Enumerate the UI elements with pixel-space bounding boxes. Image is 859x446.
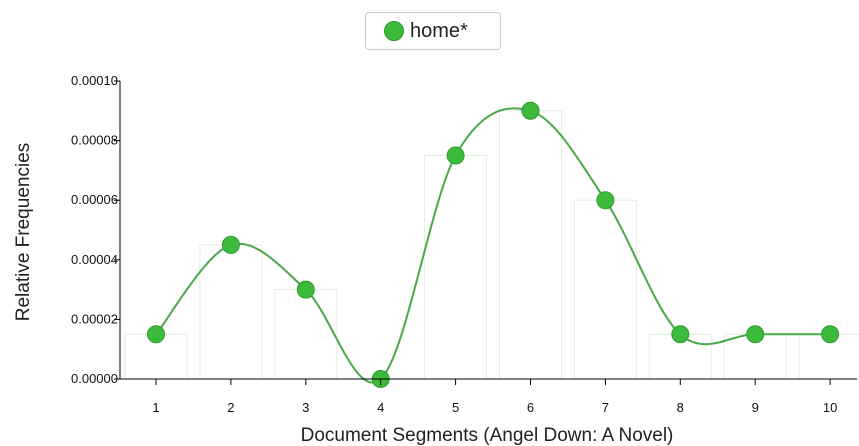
bar-6 <box>499 110 562 380</box>
y-tick-label: 0.00006 <box>71 192 118 207</box>
x-tick-label: 7 <box>602 400 609 415</box>
x-tick-label: 8 <box>677 400 684 415</box>
legend-item-home[interactable]: home* <box>365 12 501 50</box>
point-7[interactable] <box>596 191 615 210</box>
point-6[interactable] <box>521 101 540 120</box>
x-tick-label: 2 <box>227 400 234 415</box>
bars-layer <box>124 110 859 380</box>
point-10[interactable] <box>821 325 840 344</box>
x-tick-label: 1 <box>152 400 159 415</box>
point-3[interactable] <box>296 280 315 299</box>
series-line-home <box>155 107 831 384</box>
point-9[interactable] <box>746 325 765 344</box>
x-axis-ticks: 1 2 3 4 5 6 7 8 9 10 <box>152 379 837 415</box>
x-tick-label: 3 <box>302 400 309 415</box>
x-tick-label: 6 <box>527 400 534 415</box>
x-tick-label: 9 <box>752 400 759 415</box>
point-1[interactable] <box>147 325 165 344</box>
y-tick-label: 0.00004 <box>71 252 118 267</box>
bar-7 <box>573 199 637 380</box>
points-layer <box>147 101 840 388</box>
y-tick-label: 0.00008 <box>71 133 118 148</box>
x-tick-label: 4 <box>377 400 384 415</box>
bar-5 <box>424 155 488 380</box>
y-tick-label: 0.00010 <box>71 73 118 88</box>
bar-2 <box>199 244 263 380</box>
bar-3 <box>274 289 338 380</box>
x-axis-title: Document Segments (Angel Down: A Novel) <box>301 425 674 446</box>
y-axis-ticks: 0.00000 0.00002 0.00004 0.00006 0.00008 0.000… <box>71 73 120 386</box>
point-2[interactable] <box>221 235 240 254</box>
x-tick-label: 10 <box>823 400 837 415</box>
y-tick-label: 0.00002 <box>71 311 118 326</box>
legend-label: home* <box>410 19 468 42</box>
y-axis-title: Relative Frequencies <box>13 143 34 321</box>
x-tick-label: 5 <box>452 400 459 415</box>
legend-dot-icon <box>384 21 404 41</box>
y-tick-label: 0.00000 <box>71 371 118 386</box>
point-5[interactable] <box>446 146 465 165</box>
point-8[interactable] <box>671 325 690 344</box>
